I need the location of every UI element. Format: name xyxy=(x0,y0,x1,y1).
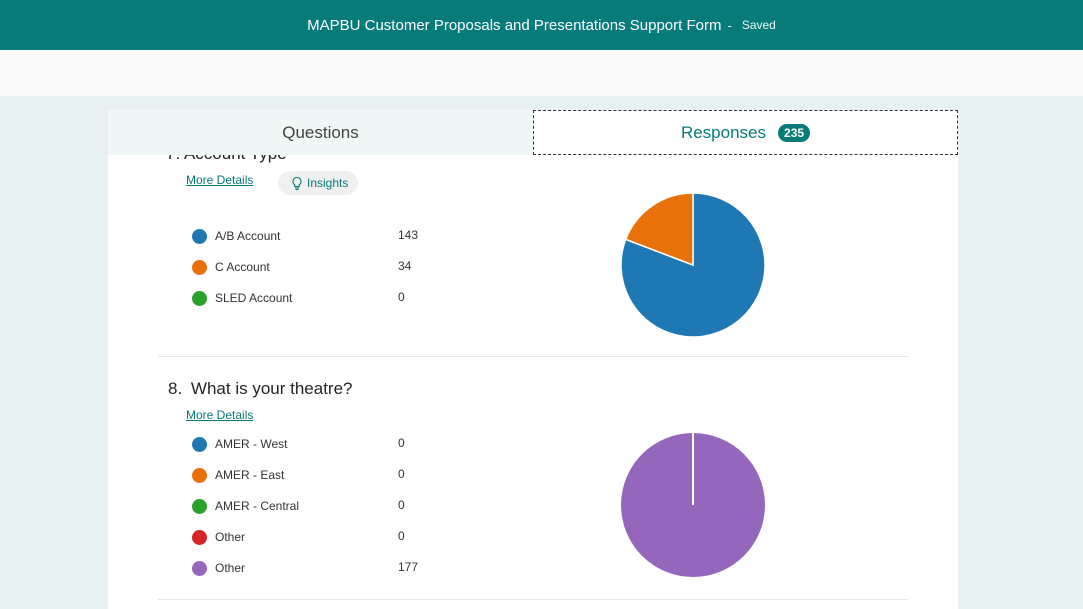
form-title: MAPBU Customer Proposals and Presentatio… xyxy=(307,16,722,34)
q8-option-count: 0 xyxy=(398,498,405,512)
tab-responses[interactable]: Responses 235 xyxy=(533,110,958,155)
q7-option-label: C Account xyxy=(215,260,270,274)
q8-more-details-link[interactable]: More Details xyxy=(186,408,254,422)
q7-option-label: SLED Account xyxy=(215,291,293,305)
q8-option-label: AMER - West xyxy=(215,437,288,451)
toolbar-area xyxy=(0,50,1083,96)
q7-option-count: 34 xyxy=(398,259,412,273)
legend-dot-c xyxy=(192,259,207,275)
legend-dot-central xyxy=(192,498,207,514)
responses-card: Questions Responses 235 7. Account Type … xyxy=(108,110,958,609)
title-separator: - xyxy=(727,17,732,33)
q7-option-row: SLED Account xyxy=(192,290,292,306)
q8-option-row: AMER - West xyxy=(192,436,287,452)
legend-dot-east xyxy=(192,467,207,483)
q8-option-label: AMER - East xyxy=(215,468,285,482)
legend-dot-ab xyxy=(192,228,207,244)
tab-responses-label: Responses xyxy=(680,122,767,142)
q8-option-row: Other xyxy=(192,560,245,576)
q7-insights-button[interactable]: Insights xyxy=(278,171,359,195)
legend-dot-west xyxy=(192,436,207,452)
q7-option-row: A/B Account xyxy=(192,228,280,244)
q8-number: 8. xyxy=(168,379,183,398)
lightbulb-icon xyxy=(292,176,302,190)
q7-more-details-link[interactable]: More Details xyxy=(186,173,254,187)
q8-option-label: AMER - Central xyxy=(215,499,300,513)
legend-dot-other-red xyxy=(192,529,207,545)
responses-count-badge: 235 xyxy=(778,123,811,142)
q8-option-count: 0 xyxy=(398,529,405,543)
q8-option-row: Other xyxy=(192,529,245,545)
pie-slice-c-account xyxy=(624,192,694,267)
legend-dot-sled xyxy=(192,290,207,306)
q8-option-count: 0 xyxy=(398,436,405,450)
q7-option-count: 0 xyxy=(398,290,405,304)
question-divider xyxy=(158,356,908,357)
q7-option-row: C Account xyxy=(192,259,270,275)
q8-option-row: AMER - East xyxy=(192,467,284,483)
tab-questions[interactable]: Questions xyxy=(108,110,533,155)
q8-option-count: 0 xyxy=(398,467,405,481)
tab-questions-label: Questions xyxy=(282,122,359,142)
tab-bar: Questions Responses 235 xyxy=(108,110,958,155)
question-divider xyxy=(158,599,908,600)
q8-option-count: 177 xyxy=(398,560,419,574)
q7-pie-chart xyxy=(620,192,766,338)
q7-option-count: 143 xyxy=(398,228,419,242)
header-bar: MAPBU Customer Proposals and Presentatio… xyxy=(0,0,1083,50)
q8-option-label: Other xyxy=(215,530,246,544)
insights-label: Insights xyxy=(307,176,349,190)
legend-dot-other-purple xyxy=(192,560,207,576)
q8-option-row: AMER - Central xyxy=(192,498,299,514)
q8-option-label: Other xyxy=(215,561,246,575)
question-8-title: 8. What is your theatre? xyxy=(168,379,353,399)
q8-text: What is your theatre? xyxy=(190,379,353,398)
q7-option-label: A/B Account xyxy=(215,229,281,243)
save-status: Saved xyxy=(741,18,776,32)
q8-pie-chart xyxy=(621,433,765,577)
